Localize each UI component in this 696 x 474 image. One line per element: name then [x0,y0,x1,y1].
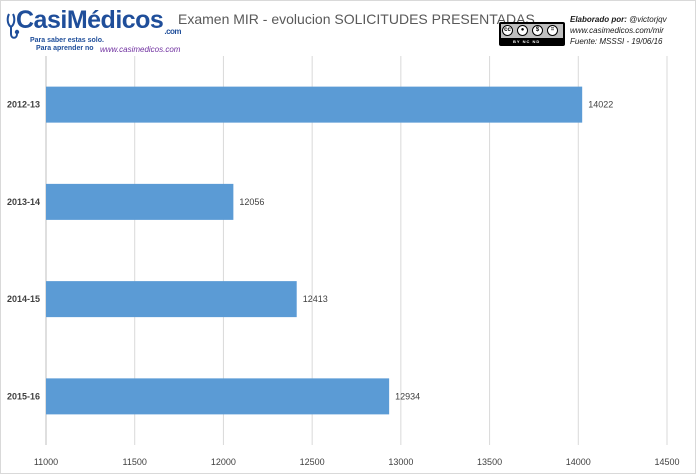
logo-domain: .com [164,27,182,36]
x-tick-label: 12000 [211,457,236,467]
bar-2012-13 [46,86,583,123]
data-label: 14022 [588,100,613,110]
category-label: 2014-15 [7,294,40,304]
bar-2015-16 [46,378,390,415]
category-label: 2015-16 [7,391,40,401]
logo-url: www.casimedicos.com [100,45,181,54]
data-label: 12056 [239,197,264,207]
license-badge-text: BY NC ND [513,39,541,44]
logo-tagline: Para saber estas solo. Para aprender no [30,37,104,52]
logo-wordmark: CasiMédicos.com [16,6,182,36]
credits-url: www.casimedicos.com/mir [570,26,664,35]
credits-block: Elaborado por: @victorjqv www.casimedico… [570,14,667,47]
credits-author: @victorjqv [629,15,667,24]
x-tick-label: 14500 [654,457,679,467]
cc-icon: cc [502,25,513,36]
creative-commons-badge: cc ● $ = BY NC ND [499,22,565,46]
x-tick-label: 11000 [34,457,58,467]
credits-source: Fuente: MSSSI - 19/06/16 [570,37,663,46]
x-tick-label: 14000 [566,457,591,467]
x-tick-label: 12500 [300,457,325,467]
data-label: 12934 [395,391,420,401]
casimedicos-logo: CasiMédicos.com Para saber estas solo. P… [6,6,182,58]
attribution-icon: ● [517,25,528,36]
x-tick-label: 13000 [388,457,413,467]
chart-title: Examen MIR - evolucion SOLICITUDES PRESE… [178,11,535,27]
credits-label: Elaborado por: [570,15,627,24]
bar-2013-14 [46,183,234,220]
x-tick-label: 11500 [123,457,147,467]
bar-2014-15 [46,281,297,318]
stethoscope-icon [6,13,20,39]
noncommercial-icon: $ [532,25,543,36]
data-label: 12413 [303,294,328,304]
noderivatives-icon: = [547,25,558,36]
category-label: 2013-14 [7,197,40,207]
x-tick-label: 13500 [477,457,502,467]
category-label: 2012-13 [7,100,40,110]
